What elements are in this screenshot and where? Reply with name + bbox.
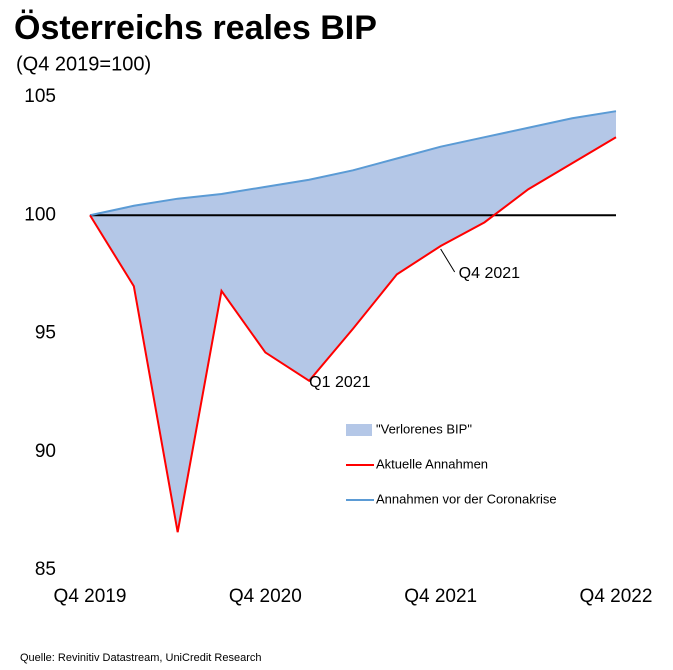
legend-swatch: [346, 424, 372, 436]
x-tick-label: Q4 2020: [229, 586, 302, 607]
legend-label: Aktuelle Annahmen: [376, 456, 488, 471]
annotation: Q1 2021: [309, 374, 370, 391]
annotation-leader: [440, 248, 456, 273]
chart-subtitle: (Q4 2019=100): [16, 53, 151, 75]
series-line: [89, 136, 617, 533]
y-tick-label: 105: [24, 86, 56, 107]
y-tick-label: 100: [24, 204, 56, 225]
annotation: Q4 2021: [459, 265, 520, 282]
y-tick-label: 85: [35, 559, 56, 580]
x-tick-label: Q4 2019: [54, 586, 127, 607]
legend-label: Annahmen vor der Coronakrise: [376, 491, 557, 506]
series-line: [89, 110, 617, 217]
x-tick-label: Q4 2022: [580, 586, 653, 607]
lost-gdp-area: [90, 111, 616, 533]
y-tick-label: 95: [35, 323, 56, 344]
legend-label: "Verlorenes BIP": [376, 421, 472, 436]
y-tick-label: 90: [35, 441, 56, 462]
x-tick-label: Q4 2021: [404, 586, 477, 607]
chart-title: Österreichs reales BIP: [14, 9, 377, 47]
source: Quelle: Revinitiv Datastream, UniCredit …: [20, 652, 261, 664]
